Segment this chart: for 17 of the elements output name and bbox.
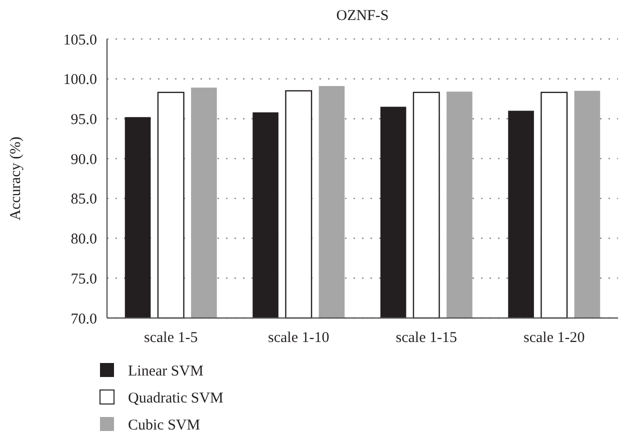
y-tick-label: 70.0 <box>70 311 97 328</box>
y-tick-label: 90.0 <box>70 152 97 168</box>
y-axis-title: Accuracy (%) <box>8 136 24 220</box>
y-tick-label: 80.0 <box>70 232 97 248</box>
y-tick-label: 85.0 <box>70 192 97 208</box>
legend-label: Linear SVM <box>128 363 204 380</box>
x-tick-label: scale 1-5 <box>144 330 198 346</box>
y-tick-label: 100.0 <box>63 72 97 88</box>
y-tick-label: 95.0 <box>70 112 97 128</box>
x-tick-label: scale 1-10 <box>268 330 330 346</box>
legend-label: Cubic SVM <box>128 417 200 434</box>
x-tick-label: scale 1-20 <box>524 330 585 346</box>
y-tick-label: 75.0 <box>70 271 97 288</box>
x-tick-label: scale 1-15 <box>396 330 457 346</box>
y-tick-label: 105.0 <box>63 32 97 48</box>
legend-label: Quadratic SVM <box>128 390 224 406</box>
chart-title: OZNF-S <box>336 8 389 24</box>
